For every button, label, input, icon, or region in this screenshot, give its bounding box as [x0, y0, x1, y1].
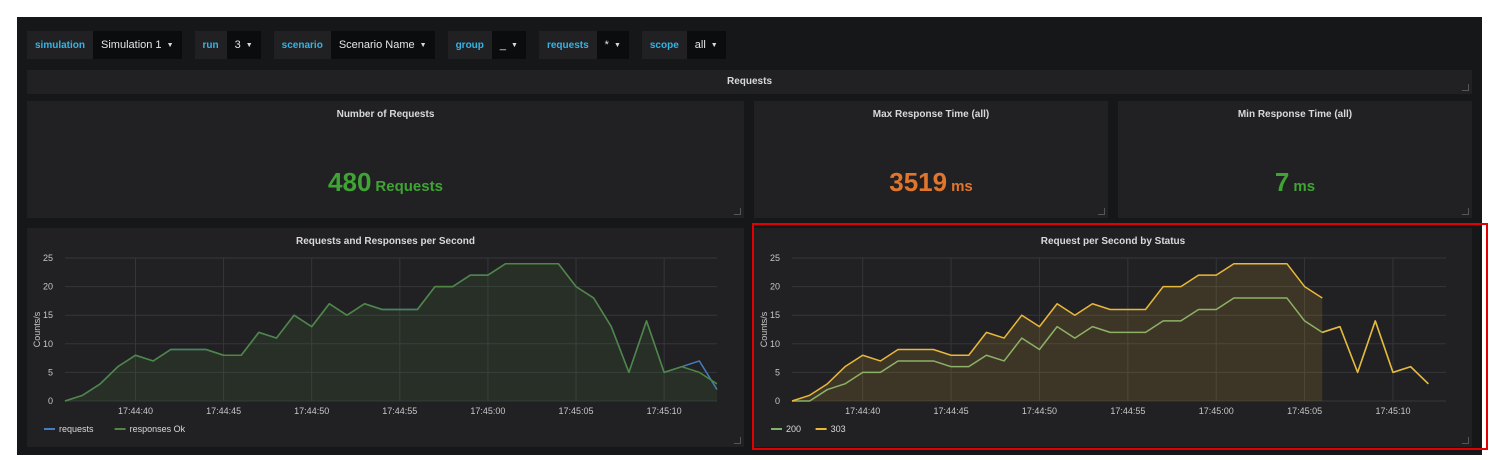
x-tick-label: 17:44:55 — [382, 406, 417, 416]
series-line-responses Ok — [64, 262, 718, 402]
x-tick-label: 17:44:45 — [934, 406, 969, 416]
legend-label: requests — [59, 424, 94, 434]
x-tick-label: 17:44:55 — [1110, 406, 1145, 416]
variable-label: requests — [538, 31, 597, 59]
y-tick-label: 15 — [43, 310, 53, 320]
y-tick-label: 0 — [775, 396, 780, 406]
y-tick-label: 5 — [775, 367, 780, 377]
resize-handle[interactable] — [1462, 84, 1469, 91]
y-tick-label: 0 — [48, 396, 53, 406]
stat-unit: ms — [951, 178, 973, 195]
resize-handle[interactable] — [734, 208, 741, 215]
row-title: Requests — [726, 76, 772, 87]
panel-title: Request per Second by Status — [1040, 236, 1186, 247]
graph-panel-requests-responses: Requests and Responses per Second 0 5 10 15… — [27, 228, 744, 447]
row-header-requests[interactable]: Requests — [27, 70, 1472, 94]
panel-title: Max Response Time (all) — [872, 109, 990, 120]
caret-down-icon: ▼ — [511, 41, 518, 49]
dropdown-value: _ — [499, 39, 507, 51]
dropdown-value: * — [604, 39, 609, 51]
legend-label: 303 — [831, 424, 846, 434]
scenario-dropdown[interactable]: Scenario Name ▼ — [330, 31, 435, 59]
series-area — [792, 263, 1323, 401]
y-tick-label: 20 — [43, 282, 53, 292]
series-line-303 — [791, 262, 1323, 402]
scope-dropdown[interactable]: all ▼ — [686, 31, 726, 59]
variable-label: scope — [641, 31, 687, 59]
x-tick-label: 17:45:10 — [647, 406, 682, 416]
x-tick-label: 17:44:40 — [845, 406, 880, 416]
y-axis-label: Counts/s — [759, 311, 769, 347]
stat-panel-number-of-requests: Number of Requests 480 Requests — [27, 101, 744, 218]
x-tick-label: 17:44:50 — [1022, 406, 1057, 416]
stat-number: 3519 — [889, 167, 948, 197]
group-dropdown[interactable]: _ ▼ — [491, 31, 526, 59]
stat-number: 7 — [1274, 167, 1290, 197]
status-chart[interactable]: 0 5 10 15 20 25 17:44:40 17:44:45 17:44:50 17:44:… — [754, 228, 1472, 447]
stat-value: 3519 ms — [754, 167, 1108, 198]
dropdown-value: Scenario Name — [338, 39, 415, 51]
resize-handle[interactable] — [1098, 208, 1105, 215]
panel-title: Requests and Responses per Second — [296, 236, 475, 247]
caret-down-icon: ▼ — [710, 41, 718, 49]
y-tick-label: 10 — [770, 339, 780, 349]
variable-label: scenario — [273, 31, 331, 59]
legend-label: responses Ok — [130, 424, 186, 434]
stat-value: 480 Requests — [27, 167, 744, 198]
caret-down-icon: ▼ — [166, 41, 174, 49]
resize-handle[interactable] — [1462, 437, 1469, 444]
dropdown-value: all — [694, 39, 706, 51]
run-dropdown[interactable]: 3 ▼ — [226, 31, 261, 59]
x-tick-label: 17:45:05 — [559, 406, 594, 416]
x-tick-label: 17:44:50 — [294, 406, 329, 416]
template-variable-bar: simulation Simulation 1 ▼ run 3 ▼ scenario… — [27, 31, 739, 59]
x-tick-label: 17:44:45 — [206, 406, 241, 416]
x-tick-label: 17:45:00 — [1199, 406, 1234, 416]
series-area — [65, 263, 717, 401]
y-tick-label: 25 — [770, 253, 780, 263]
caret-down-icon: ▼ — [613, 41, 621, 49]
variable-simulation: simulation Simulation 1 ▼ — [27, 31, 182, 59]
y-tick-label: 10 — [43, 339, 53, 349]
graph-panel-status: Request per Second by Status 0 5 10 15 20 25 1… — [754, 228, 1472, 447]
dropdown-value: 3 — [234, 39, 241, 51]
legend-label: 200 — [786, 424, 801, 434]
resize-handle[interactable] — [734, 437, 741, 444]
stat-unit: ms — [1293, 178, 1316, 195]
variable-scope: scope all ▼ — [641, 31, 726, 59]
x-tick-label: 17:45:00 — [470, 406, 505, 416]
variable-group: group _ ▼ — [447, 31, 526, 59]
x-tick-label: 17:45:10 — [1375, 406, 1410, 416]
y-tick-label: 25 — [43, 253, 53, 263]
panel-title: Min Response Time (all) — [1237, 109, 1353, 120]
y-tick-label: 5 — [48, 367, 53, 377]
resize-handle[interactable] — [1462, 208, 1469, 215]
dropdown-value: Simulation 1 — [101, 39, 162, 51]
y-tick-label: 20 — [770, 282, 780, 292]
variable-label: run — [194, 31, 227, 59]
variable-label: simulation — [27, 31, 94, 59]
caret-down-icon: ▼ — [245, 41, 253, 49]
variable-label: group — [447, 31, 492, 59]
variable-requests: requests * ▼ — [538, 31, 629, 59]
stat-number: 480 — [328, 167, 372, 197]
panel-title: Number of Requests — [336, 109, 435, 120]
y-tick-label: 15 — [770, 310, 780, 320]
requests-dropdown[interactable]: * ▼ — [596, 31, 629, 59]
stat-panel-min-response-time: Min Response Time (all) 7 ms — [1118, 101, 1472, 218]
y-axis-label: Counts/s — [32, 311, 42, 347]
stat-value: 7 ms — [1118, 167, 1472, 198]
x-tick-label: 17:44:40 — [118, 406, 153, 416]
stat-panel-max-response-time: Max Response Time (all) 3519 ms — [754, 101, 1108, 218]
x-tick-label: 17:45:05 — [1287, 406, 1322, 416]
caret-down-icon: ▼ — [419, 41, 427, 49]
variable-scenario: scenario Scenario Name ▼ — [273, 31, 435, 59]
series-line-303-tail — [1322, 320, 1429, 385]
stat-unit: Requests — [375, 178, 443, 195]
requests-responses-chart[interactable]: 0 5 10 15 20 25 17:44:40 17:44:45 17:44:50 17:44:… — [27, 228, 744, 447]
variable-run: run 3 ▼ — [194, 31, 261, 59]
simulation-dropdown[interactable]: Simulation 1 ▼ — [93, 31, 182, 59]
